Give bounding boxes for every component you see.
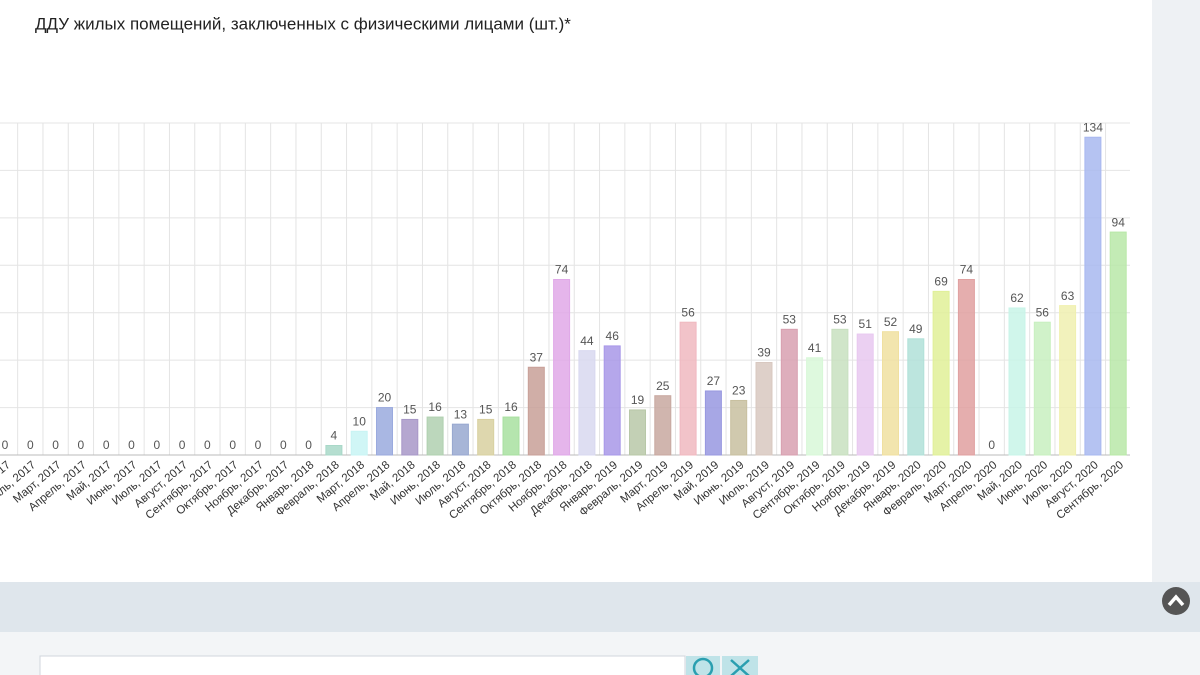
value-label: 23 (732, 384, 746, 398)
scroll-top-icon (1167, 594, 1185, 607)
value-label: 49 (909, 322, 923, 336)
value-label: 0 (204, 438, 211, 452)
bar (376, 407, 393, 456)
bar (1033, 321, 1051, 456)
value-label: 53 (783, 312, 797, 326)
bar (907, 338, 925, 456)
bar (1008, 307, 1026, 456)
value-label: 27 (707, 374, 721, 388)
bar (553, 279, 571, 456)
bar (350, 430, 368, 456)
value-label: 0 (27, 438, 34, 452)
value-label: 19 (631, 393, 645, 407)
bar (527, 366, 545, 456)
value-label: 44 (580, 334, 594, 348)
bar (704, 390, 722, 456)
value-label: 63 (1061, 289, 1075, 303)
value-label: 0 (153, 438, 160, 452)
value-label: 53 (833, 312, 847, 326)
side-panel (1152, 0, 1200, 582)
value-label: 39 (757, 346, 771, 360)
value-label: 52 (884, 315, 898, 329)
bar (603, 345, 621, 456)
value-label: 16 (428, 400, 442, 414)
plot: Январь, 20170Февраль, 20170Март, 20170Ап… (0, 120, 1130, 522)
bar (502, 416, 520, 456)
bar (730, 399, 748, 456)
value-label: 37 (530, 350, 544, 364)
input-box[interactable] (39, 655, 686, 675)
bar (629, 409, 646, 456)
bar (856, 333, 874, 456)
value-label: 0 (78, 438, 85, 452)
bar (957, 279, 975, 456)
value-label: 94 (1112, 215, 1126, 229)
value-label: 56 (1036, 305, 1050, 319)
value-label: 0 (229, 438, 236, 452)
bar (1109, 231, 1127, 456)
value-label: 0 (280, 438, 287, 452)
bar (1059, 305, 1077, 456)
info-icon (692, 657, 714, 675)
bar (654, 395, 672, 456)
value-label: 0 (2, 438, 9, 452)
value-label: 74 (960, 263, 974, 277)
bar (451, 423, 469, 456)
value-label: 51 (859, 317, 873, 331)
value-label: 25 (656, 379, 670, 393)
bar (325, 445, 343, 456)
value-label: 13 (454, 407, 468, 421)
bar (882, 331, 899, 456)
value-label: 15 (403, 403, 417, 417)
value-label: 4 (331, 429, 338, 443)
chart-title: ДДУ жилых помещений, заключенных с физич… (35, 14, 571, 33)
value-label: 16 (504, 400, 518, 414)
bar (780, 328, 798, 456)
value-label: 46 (606, 329, 620, 343)
bar (755, 362, 773, 456)
bar (477, 418, 495, 456)
bar (578, 350, 596, 456)
value-label: 74 (555, 263, 569, 277)
value-label: 0 (988, 438, 995, 452)
value-label: 69 (934, 275, 948, 289)
value-label: 56 (681, 305, 695, 319)
value-label: 0 (103, 438, 110, 452)
value-label: 0 (128, 438, 135, 452)
value-label: 134 (1083, 120, 1103, 134)
value-label: 0 (255, 438, 262, 452)
bar (679, 321, 697, 456)
value-label: 0 (52, 438, 59, 452)
value-label: 15 (479, 403, 493, 417)
bar (806, 357, 824, 456)
scroll-top-button[interactable] (1162, 587, 1190, 615)
value-label: 20 (378, 391, 392, 405)
value-label: 0 (179, 438, 186, 452)
close-button[interactable] (722, 656, 758, 675)
value-label: 10 (353, 414, 367, 428)
bar (426, 416, 444, 456)
value-label: 41 (808, 341, 822, 355)
bar (401, 418, 419, 456)
bar (1084, 136, 1102, 456)
value-label: 62 (1010, 291, 1024, 305)
bar (932, 290, 950, 456)
bar (831, 328, 849, 456)
value-label: 0 (305, 438, 312, 452)
close-icon (730, 659, 750, 675)
